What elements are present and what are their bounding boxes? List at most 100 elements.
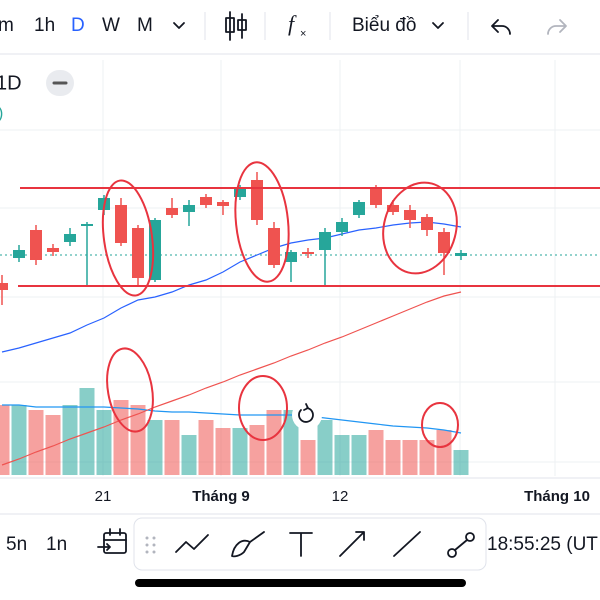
reset-icon [298,403,314,423]
volume-bar [249,425,265,475]
volume-bar [385,440,401,475]
top-toolbar: m 1h D W M f × Biểu đồ [0,11,567,41]
home-indicator [135,579,466,587]
candle-type-icon[interactable] [225,11,247,41]
x-tick-label: Tháng 10 [524,488,590,505]
interval[interactable]: M [137,15,153,36]
volume-bar [130,405,146,475]
ma-slow-line [1,291,462,466]
volume-bar [436,430,452,475]
candle-body [387,205,399,212]
candle-body [200,197,212,205]
candle-body [353,202,365,215]
candle-body [404,210,416,220]
candle-body [115,205,127,243]
volume-bar [232,428,248,475]
volume-bar [198,420,214,475]
candle-body [64,234,76,242]
interval[interactable]: m [0,15,14,36]
candle-body [421,217,433,230]
dropdown-arrow[interactable] [173,22,185,29]
volume-bar [79,388,95,475]
indicator-icon[interactable]: × [300,28,306,40]
volume-bar [62,405,78,475]
clock: 18:55:25 (UT [487,534,598,555]
interval[interactable]: D [71,15,85,36]
candle-body [234,188,246,197]
volume-bar [181,435,197,475]
candle-body [370,188,382,205]
range-button[interactable]: 5n [6,534,27,555]
volume-bar [215,428,231,475]
interval[interactable]: W [102,15,120,36]
reset-button[interactable] [292,400,322,430]
volume-bar [453,450,469,475]
legend-value: ) [0,105,3,122]
candle-body [217,202,229,206]
x-tick-label: Tháng 9 [192,488,250,505]
text-tool[interactable] [289,532,313,557]
x-tick-label: 12 [332,488,349,505]
brush-tool[interactable] [231,531,265,558]
candle-body [251,180,263,220]
annotations [18,161,600,448]
volume-bar [147,420,163,475]
volume-bar [28,410,44,475]
circle-mark [238,375,288,441]
candle-body [166,208,178,215]
candle-body [268,228,280,265]
candle-body [13,250,25,258]
circle-mark [421,402,459,448]
indicator-icon[interactable]: f [288,11,297,36]
candle-body [132,228,144,278]
volume-bar [113,400,129,475]
volume-bar [368,430,384,475]
drawing-toolbar [133,517,487,571]
volume-bar [419,440,435,475]
dropdown-arrow[interactable] [432,22,444,29]
volume-bar [334,435,350,475]
volume-bar [164,420,180,475]
interval[interactable]: 1h [34,15,55,36]
redo[interactable] [547,19,567,35]
chart-menu[interactable]: Biểu đồ [352,15,416,36]
circle-mark [234,161,290,283]
volume-bar [266,410,282,475]
drag-handle[interactable] [145,536,156,554]
undo[interactable] [491,19,511,35]
candle-body [302,252,314,254]
trend-tool[interactable] [175,534,209,553]
candle-body [30,230,42,260]
candle-body [336,222,348,232]
volume-bar [351,435,367,475]
candle-body [47,248,59,252]
volume-bar [96,410,112,475]
volume-bar [11,405,27,475]
symbol-title: 1D [0,72,22,94]
candle-body [319,232,331,250]
volume-bar [45,415,61,475]
circle-mark [382,181,458,275]
volume-ma-line [2,404,462,434]
circle-mark [101,179,155,297]
volume-bar [317,420,333,475]
volume-bar [283,410,299,475]
candle-body [438,232,450,253]
candle-body [285,252,297,262]
line-tool[interactable] [393,531,421,557]
x-tick-label: 21 [95,488,112,505]
plot [0,172,469,475]
volume-bar [300,440,316,475]
circle-mark [106,347,154,433]
arrow-tool[interactable] [339,531,365,557]
volume-bar [0,405,10,475]
candle-body [0,283,8,290]
candle-body [455,253,467,256]
candle-body [183,205,195,212]
goto-date-icon[interactable] [97,528,127,554]
candle-body [81,224,93,226]
ray-tool[interactable] [447,532,475,558]
volume-bar [402,440,418,475]
range-button[interactable]: 1n [46,534,67,555]
